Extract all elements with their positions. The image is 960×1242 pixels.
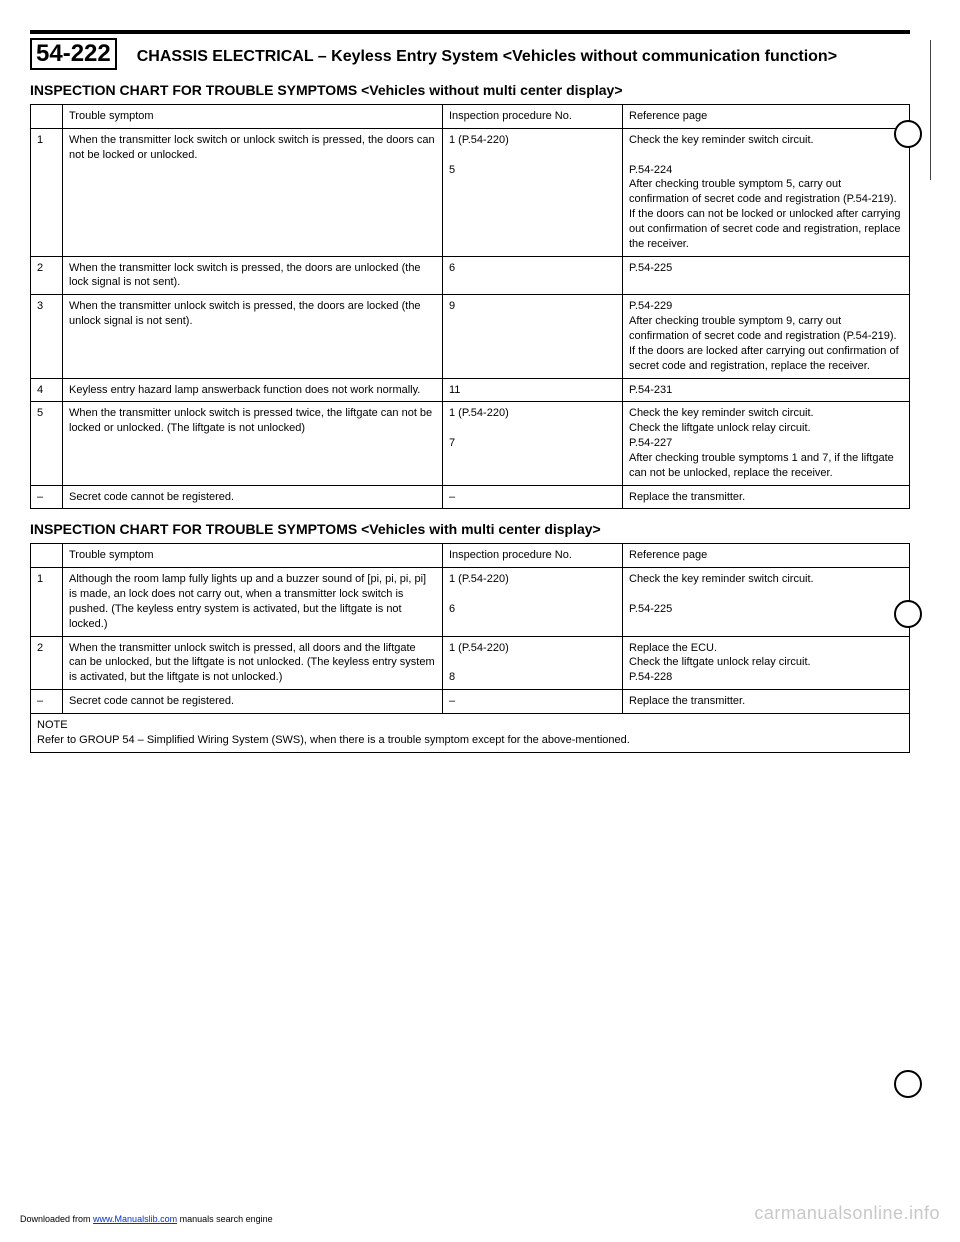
side-tab xyxy=(930,40,960,180)
cell-no: 2 xyxy=(31,256,63,295)
page-number: 54-222 xyxy=(30,38,117,70)
cell-no: 3 xyxy=(31,295,63,378)
col-inspection: Inspection procedure No. xyxy=(443,544,623,568)
header-rule xyxy=(30,30,910,34)
cell-insp: – xyxy=(443,690,623,714)
cell-no: 1 xyxy=(31,128,63,256)
cell-insp: 1 (P.54-220) 6 xyxy=(443,568,623,636)
cell-symptom: Secret code cannot be registered. xyxy=(63,485,443,509)
cell-insp: 11 xyxy=(443,378,623,402)
col-symptom: Trouble symptom xyxy=(63,105,443,129)
table-row: – Secret code cannot be registered. – Re… xyxy=(31,485,910,509)
download-suffix: manuals search engine xyxy=(177,1214,273,1224)
col-no xyxy=(31,105,63,129)
cell-insp: 9 xyxy=(443,295,623,378)
cell-ref: P.54-231 xyxy=(623,378,910,402)
col-reference: Reference page xyxy=(623,544,910,568)
cell-ref: Replace the transmitter. xyxy=(623,485,910,509)
cell-ref: P.54-225 xyxy=(623,256,910,295)
col-reference: Reference page xyxy=(623,105,910,129)
cell-no: 1 xyxy=(31,568,63,636)
table-row: 4 Keyless entry hazard lamp answerback f… xyxy=(31,378,910,402)
cell-ref: Replace the ECU. Check the liftgate unlo… xyxy=(623,636,910,690)
col-inspection: Inspection procedure No. xyxy=(443,105,623,129)
cell-ref: Check the key reminder switch circuit. C… xyxy=(623,402,910,485)
cell-insp: 1 (P.54-220) 5 xyxy=(443,128,623,256)
section2-title: INSPECTION CHART FOR TROUBLE SYMPTOMS <V… xyxy=(30,521,910,537)
cell-no: 4 xyxy=(31,378,63,402)
note-row: NOTE Refer to GROUP 54 – Simplified Wiri… xyxy=(31,714,910,753)
cell-ref: Replace the transmitter. xyxy=(623,690,910,714)
cell-symptom: Secret code cannot be registered. xyxy=(63,690,443,714)
table-row: – Secret code cannot be registered. – Re… xyxy=(31,690,910,714)
cell-no: – xyxy=(31,485,63,509)
table-row: 1 When the transmitter lock switch or un… xyxy=(31,128,910,256)
cell-insp: – xyxy=(443,485,623,509)
cell-no: 2 xyxy=(31,636,63,690)
cell-insp: 1 (P.54-220) 7 xyxy=(443,402,623,485)
cell-insp: 6 xyxy=(443,256,623,295)
cell-no: – xyxy=(31,690,63,714)
download-prefix: Downloaded from xyxy=(20,1214,93,1224)
cell-symptom: When the transmitter unlock switch is pr… xyxy=(63,636,443,690)
col-symptom: Trouble symptom xyxy=(63,544,443,568)
trouble-table-2: Trouble symptom Inspection procedure No.… xyxy=(30,543,910,752)
download-link[interactable]: www.Manualslib.com xyxy=(93,1214,177,1224)
col-no xyxy=(31,544,63,568)
binder-ring xyxy=(894,600,922,628)
cell-insp: 1 (P.54-220) 8 xyxy=(443,636,623,690)
table-header-row: Trouble symptom Inspection procedure No.… xyxy=(31,105,910,129)
cell-symptom: When the transmitter unlock switch is pr… xyxy=(63,295,443,378)
section1-title: INSPECTION CHART FOR TROUBLE SYMPTOMS <V… xyxy=(30,82,910,98)
binder-ring xyxy=(894,120,922,148)
cell-symptom: When the transmitter lock switch is pres… xyxy=(63,256,443,295)
cell-symptom: When the transmitter unlock switch is pr… xyxy=(63,402,443,485)
cell-symptom: Although the room lamp fully lights up a… xyxy=(63,568,443,636)
table-row: 5 When the transmitter unlock switch is … xyxy=(31,402,910,485)
table-row: 1 Although the room lamp fully lights up… xyxy=(31,568,910,636)
table-row: 2 When the transmitter unlock switch is … xyxy=(31,636,910,690)
header-title: CHASSIS ELECTRICAL – Keyless Entry Syste… xyxy=(137,48,910,66)
cell-ref: Check the key reminder switch circuit. P… xyxy=(623,568,910,636)
trouble-table-1: Trouble symptom Inspection procedure No.… xyxy=(30,104,910,509)
cell-ref: Check the key reminder switch circuit. P… xyxy=(623,128,910,256)
cell-no: 5 xyxy=(31,402,63,485)
table-row: 2 When the transmitter lock switch is pr… xyxy=(31,256,910,295)
binder-ring xyxy=(894,1070,922,1098)
watermark: carmanualsonline.info xyxy=(754,1203,940,1224)
note-text: NOTE Refer to GROUP 54 – Simplified Wiri… xyxy=(31,714,910,753)
download-note: Downloaded from www.Manualslib.com manua… xyxy=(20,1214,273,1224)
table-header-row: Trouble symptom Inspection procedure No.… xyxy=(31,544,910,568)
cell-ref: P.54-229 After checking trouble symptom … xyxy=(623,295,910,378)
page-header: 54-222 CHASSIS ELECTRICAL – Keyless Entr… xyxy=(30,38,910,70)
cell-symptom: When the transmitter lock switch or unlo… xyxy=(63,128,443,256)
table-row: 3 When the transmitter unlock switch is … xyxy=(31,295,910,378)
cell-symptom: Keyless entry hazard lamp answerback fun… xyxy=(63,378,443,402)
